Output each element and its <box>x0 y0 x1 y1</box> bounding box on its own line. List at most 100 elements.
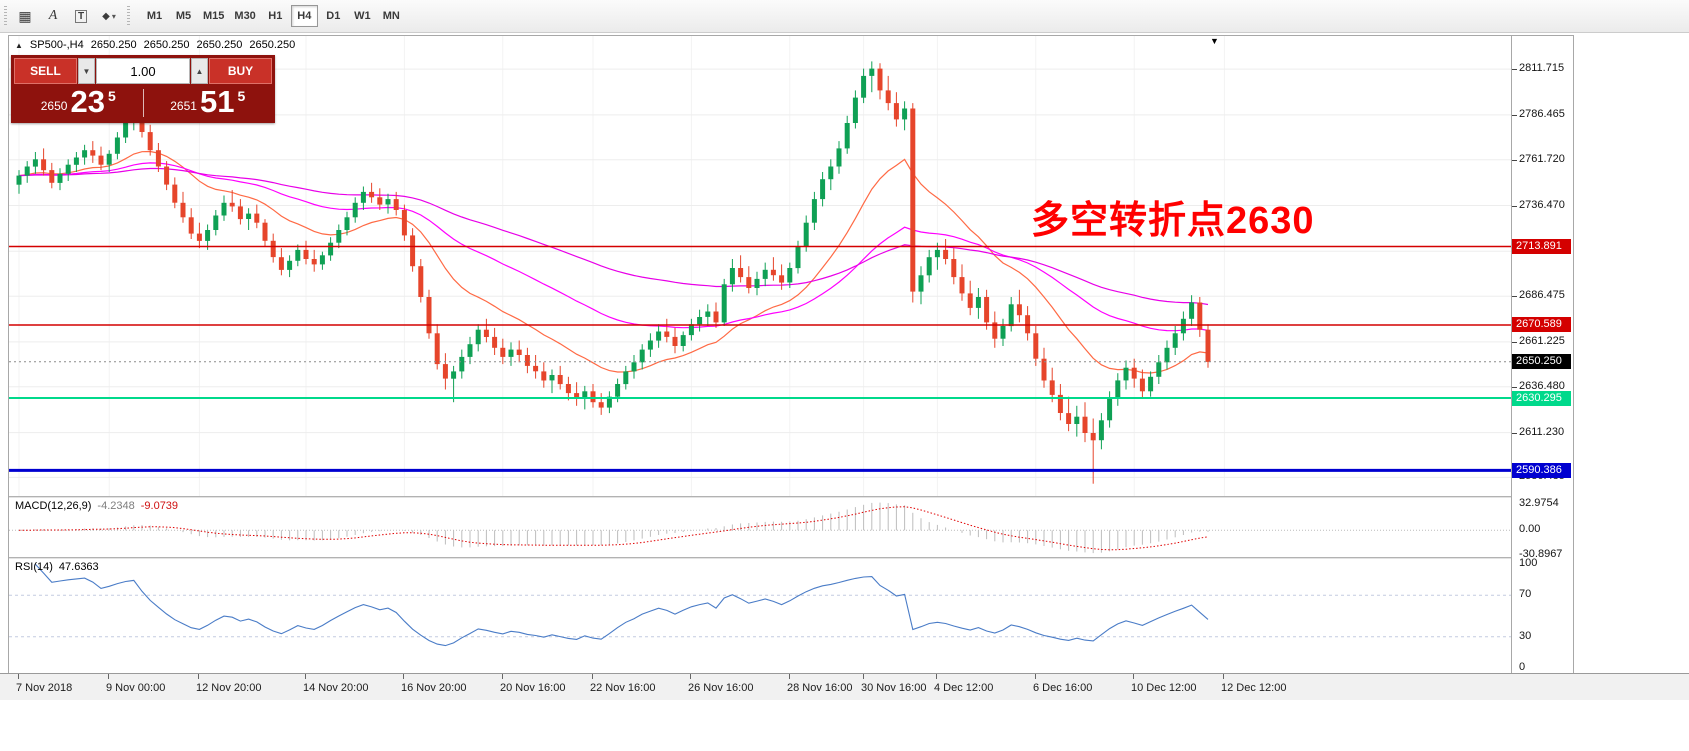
time-axis-label: 4 Dec 12:00 <box>934 682 994 694</box>
volume-decrease-button[interactable]: ▼ <box>78 58 95 84</box>
panel-divider[interactable] <box>9 496 1573 498</box>
time-axis-tick <box>863 674 864 679</box>
one-click-trading-panel: SELL ▼ ▲ BUY 2650 23 5 2651 <box>11 55 275 123</box>
buy-button[interactable]: BUY <box>209 58 272 84</box>
rsi-axis-label: 100 <box>1519 557 1538 569</box>
time-axis-tick <box>18 674 19 679</box>
timeframe-button-m15[interactable]: M15 <box>203 10 225 22</box>
bid-points: 23 <box>70 84 105 119</box>
time-axis-tick <box>592 674 593 679</box>
time-axis-label: 9 Nov 00:00 <box>106 682 166 694</box>
quote-divider <box>142 89 144 117</box>
rsi-label: RSI(14) 47.6363 <box>15 561 99 573</box>
rsi-axis-label: 30 <box>1519 630 1532 642</box>
timeframe-button-m1[interactable]: M1 <box>146 10 163 22</box>
macd-panel: MACD(12,26,9) -4.2348 -9.0739 <box>9 498 1511 557</box>
price-axis[interactable]: 2811.7152786.4652761.7202736.4702711.220… <box>1511 36 1573 673</box>
rsi-axis-label: 70 <box>1519 588 1532 600</box>
price-axis-label: 2611.230 <box>1519 426 1565 438</box>
rsi-panel: RSI(14) 47.6363 <box>9 559 1511 673</box>
time-axis-tick <box>789 674 790 679</box>
macd-axis-label: -30.8967 <box>1519 548 1563 560</box>
timeframe-button-d1[interactable]: D1 <box>326 10 341 22</box>
symbol-marker-icon: ▲ <box>15 40 23 50</box>
price-axis-tick <box>1512 342 1517 343</box>
timeframes-toolbar: M1 M5 M15 M30 H1 H4 D1 W1 MN <box>140 5 406 27</box>
candlestick-plot[interactable] <box>9 36 1511 496</box>
ask-big-figure: 2651 <box>170 99 197 113</box>
time-axis-tick <box>1035 674 1036 679</box>
time-axis-tick <box>936 674 937 679</box>
chevron-up-icon: ▲ <box>195 66 204 76</box>
macd-signal-value: -9.0739 <box>140 500 179 512</box>
macd-main-value: -4.2348 <box>97 500 135 512</box>
time-axis-label: 10 Dec 12:00 <box>1131 682 1197 694</box>
price-level-tag: 2670.589 <box>1512 317 1571 332</box>
macd-axis-label: 0.00 <box>1519 523 1541 535</box>
time-axis-label: 26 Nov 16:00 <box>688 682 754 694</box>
rsi-axis-label: 0 <box>1519 661 1526 673</box>
price-axis-tick <box>1512 387 1517 388</box>
price-axis-tick <box>1512 115 1517 116</box>
panel-divider[interactable] <box>9 557 1573 559</box>
text-label-button[interactable]: T <box>68 3 94 29</box>
timeframe-button-mn[interactable]: MN <box>382 10 400 22</box>
price-axis-label: 2661.225 <box>1519 335 1565 347</box>
timeframe-button-h4[interactable]: H4 <box>290 5 318 27</box>
dropdown-caret-icon: ▾ <box>111 11 116 21</box>
price-axis-tick <box>1512 160 1517 161</box>
text-tool-icon: A <box>48 8 58 23</box>
close-value: 2650.250 <box>249 39 296 51</box>
chart-window: ▲ SP500-,H4 2650.250 2650.250 2650.250 2… <box>8 35 1574 674</box>
time-axis-tick <box>198 674 199 679</box>
toolbar-drag-handle[interactable] <box>4 6 7 26</box>
toolbar-drag-handle[interactable] <box>127 6 130 26</box>
timeframe-button-m5[interactable]: M5 <box>175 10 192 22</box>
price-axis-tick <box>1512 296 1517 297</box>
time-axis-tick <box>1133 674 1134 679</box>
price-axis-label: 2736.470 <box>1519 199 1565 211</box>
volume-increase-button[interactable]: ▲ <box>191 58 208 84</box>
low-value: 2650.250 <box>196 39 243 51</box>
macd-axis-label: 32.9754 <box>1519 497 1559 509</box>
timeframe-button-w1[interactable]: W1 <box>354 10 371 22</box>
ask-points: 51 <box>199 84 235 119</box>
bid-big-figure: 2650 <box>40 99 68 113</box>
chart-shift-marker-icon[interactable]: ▼ <box>1210 36 1219 46</box>
timeframe-button-m30[interactable]: M30 <box>234 10 256 22</box>
rsi-value: 47.6363 <box>58 561 99 573</box>
grid-icon: ▦ <box>18 7 32 24</box>
time-axis-tick <box>502 674 503 679</box>
macd-label: MACD(12,26,9) -4.2348 -9.0739 <box>15 500 178 512</box>
chart-canvas[interactable]: ▲ SP500-,H4 2650.250 2650.250 2650.250 2… <box>9 36 1511 496</box>
rsi-plot <box>9 563 1511 647</box>
ask-price: 2651 51 5 <box>144 86 273 120</box>
price-axis-tick <box>1512 433 1517 434</box>
ohlc-header: ▲ SP500-,H4 2650.250 2650.250 2650.250 2… <box>15 39 295 51</box>
time-axis-tick <box>108 674 109 679</box>
bid-fraction: 5 <box>107 88 116 104</box>
macd-name: MACD(12,26,9) <box>15 500 92 512</box>
time-axis-label: 12 Dec 12:00 <box>1221 682 1287 694</box>
time-axis-label: 12 Nov 20:00 <box>196 682 262 694</box>
price-axis-tick <box>1512 69 1517 70</box>
rsi-name: RSI(14) <box>15 561 53 573</box>
price-axis-label: 2761.720 <box>1519 153 1565 165</box>
time-axis-label: 7 Nov 2018 <box>16 682 73 694</box>
shapes-button[interactable]: ◆ ▾ <box>96 3 122 29</box>
time-axis[interactable]: 7 Nov 2018 9 Nov 00:00 12 Nov 20:00 14 Nov … <box>0 673 1689 700</box>
time-axis-label: 16 Nov 20:00 <box>401 682 467 694</box>
timeframe-button-h1[interactable]: H1 <box>268 10 283 22</box>
chart-text-annotation[interactable]: 多空转折点2630 <box>1031 200 1315 242</box>
time-axis-tick <box>690 674 691 679</box>
time-axis-label: 28 Nov 16:00 <box>787 682 853 694</box>
grid-button[interactable]: ▦ <box>12 3 38 29</box>
high-value: 2650.250 <box>143 39 190 51</box>
price-axis-tick <box>1512 206 1517 207</box>
price-axis-label: 2636.480 <box>1519 380 1565 392</box>
bid-price: 2650 23 5 <box>14 86 143 120</box>
sell-button[interactable]: SELL <box>14 58 77 84</box>
volume-input[interactable] <box>96 58 190 84</box>
text-tool-button[interactable]: A <box>40 3 66 29</box>
